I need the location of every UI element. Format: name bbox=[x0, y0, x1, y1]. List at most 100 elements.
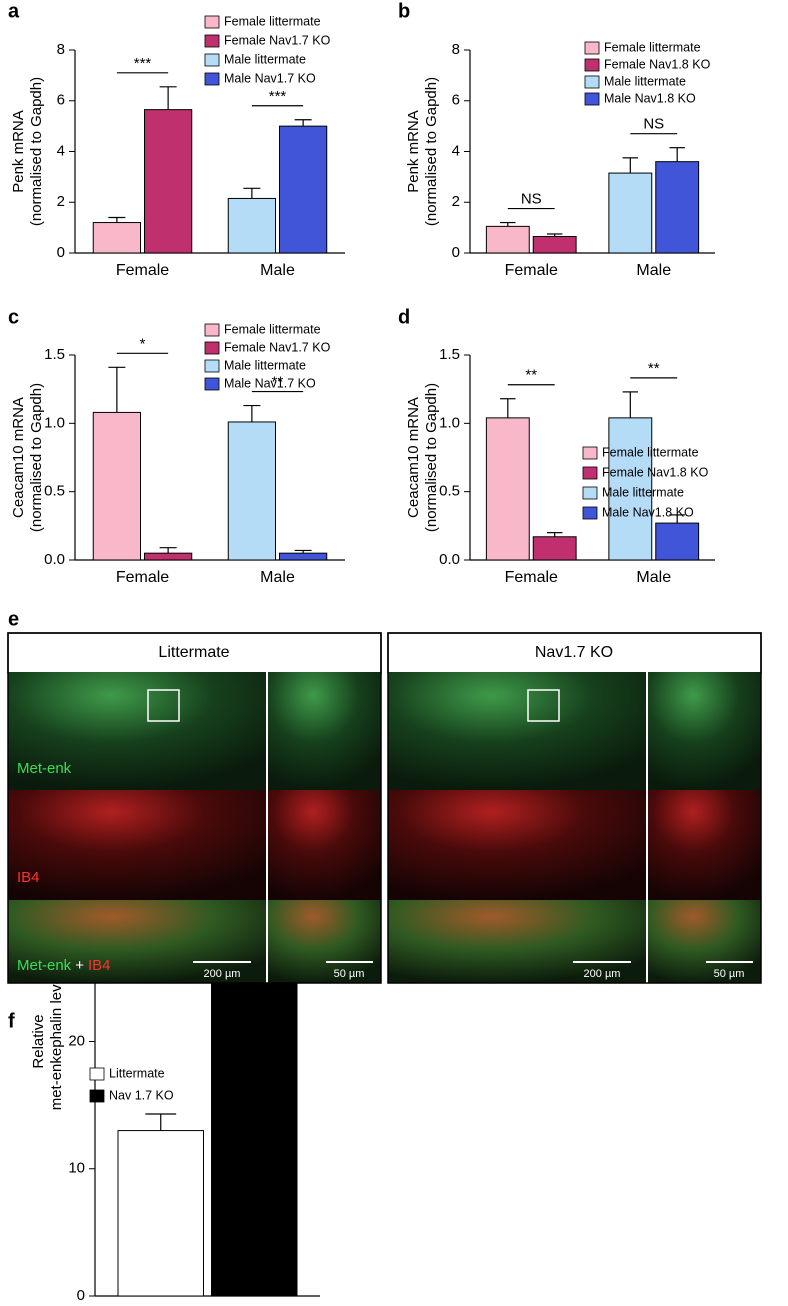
panel-label: b bbox=[398, 0, 410, 22]
legend-swatch bbox=[584, 58, 600, 72]
image-inset bbox=[648, 790, 761, 900]
column-header-box bbox=[7, 632, 382, 674]
y-tick-label: 4 bbox=[57, 142, 65, 159]
column-header: Nav1.7 KO bbox=[535, 644, 613, 661]
legend-swatch bbox=[204, 359, 220, 373]
y-tick-label: 10 bbox=[68, 1160, 85, 1177]
legend-swatch bbox=[584, 92, 600, 106]
legend-label: Male littermate bbox=[224, 358, 306, 372]
x-tick-label: Male bbox=[636, 569, 671, 586]
y-axis-label: met-enkephalin level bbox=[48, 973, 65, 1111]
legend-label: Female littermate bbox=[602, 445, 699, 459]
bar bbox=[279, 125, 328, 254]
significance-label: NS bbox=[643, 116, 664, 133]
merge-label-part: Met-enk bbox=[17, 957, 72, 974]
bar bbox=[532, 536, 577, 561]
y-axis-label: (normalised to Gapdh) bbox=[28, 77, 45, 226]
legend-swatch bbox=[204, 341, 220, 355]
legend-swatch bbox=[204, 377, 220, 391]
y-axis-label: (normalised to Gapdh) bbox=[423, 77, 440, 226]
legend-swatch bbox=[582, 486, 598, 500]
merge-label-part: IB4 bbox=[88, 957, 111, 974]
bar bbox=[117, 1130, 204, 1297]
y-tick-label: 0.5 bbox=[44, 483, 65, 500]
image bbox=[8, 672, 266, 790]
bar bbox=[655, 161, 700, 254]
x-tick-label: Female bbox=[116, 569, 169, 586]
image bbox=[8, 900, 266, 983]
legend-swatch bbox=[204, 323, 220, 337]
legend-label: Female Nav1.8 KO bbox=[602, 465, 709, 479]
y-tick-label: 1.0 bbox=[439, 414, 460, 431]
panel-label: c bbox=[8, 306, 19, 328]
channel-label: IB4 bbox=[17, 869, 40, 886]
legend-label: Male littermate bbox=[602, 485, 684, 499]
y-axis-label: Ceacam10 mRNA bbox=[405, 397, 422, 518]
legend-label: Female Nav1.7 KO bbox=[224, 33, 331, 47]
x-tick-label: Male bbox=[636, 262, 671, 279]
y-tick-label: 0.0 bbox=[439, 551, 460, 568]
panel-label: f bbox=[8, 1010, 15, 1032]
y-tick-label: 0 bbox=[77, 1287, 85, 1304]
significance-label: * bbox=[140, 335, 146, 352]
y-axis-label: (normalised to Gapdh) bbox=[423, 383, 440, 532]
significance-label: ** bbox=[525, 367, 537, 384]
scale-bar-label: 200 µm bbox=[584, 968, 621, 980]
legend-swatch bbox=[584, 41, 600, 55]
bar bbox=[92, 222, 141, 254]
merge-label: Met-enk + IB4 bbox=[17, 957, 110, 974]
bar bbox=[655, 522, 700, 561]
legend-label: Male littermate bbox=[604, 74, 686, 88]
y-tick-label: 8 bbox=[57, 41, 65, 58]
y-tick-label: 0.5 bbox=[439, 483, 460, 500]
x-tick-label: Male bbox=[260, 262, 295, 279]
image bbox=[388, 900, 646, 983]
significance-label: *** bbox=[269, 88, 287, 105]
scale-bar-label: 200 µm bbox=[204, 968, 241, 980]
channel-label: Met-enk bbox=[17, 760, 72, 777]
legend-label: Nav 1.7 KO bbox=[109, 1088, 174, 1102]
bar bbox=[608, 172, 653, 254]
legend-label: Male Nav1.8 KO bbox=[604, 91, 696, 105]
bar bbox=[532, 236, 577, 254]
y-tick-label: 0.0 bbox=[44, 551, 65, 568]
significance-label: NS bbox=[521, 191, 542, 208]
legend-swatch bbox=[204, 72, 220, 86]
image bbox=[388, 790, 646, 900]
legend-label: Female littermate bbox=[224, 322, 321, 336]
y-tick-label: 2 bbox=[57, 193, 65, 210]
x-tick-label: Female bbox=[116, 262, 169, 279]
legend-swatch bbox=[582, 506, 598, 520]
frame bbox=[7, 632, 382, 984]
bar bbox=[144, 552, 193, 561]
legend-label: Female Nav1.8 KO bbox=[604, 57, 711, 71]
legend-label: Male littermate bbox=[224, 52, 306, 66]
x-tick-label: Male bbox=[260, 569, 295, 586]
legend-swatch bbox=[89, 1089, 105, 1103]
bar bbox=[227, 197, 276, 254]
legend-swatch bbox=[204, 15, 220, 29]
x-tick-label: Female bbox=[505, 262, 558, 279]
y-tick-label: 6 bbox=[57, 92, 65, 109]
merge-label-part: + bbox=[75, 957, 84, 974]
y-tick-label: 1.5 bbox=[44, 346, 65, 363]
y-tick-label: 0 bbox=[452, 244, 460, 261]
column-header: Littermate bbox=[158, 644, 229, 661]
bar bbox=[144, 109, 193, 254]
panel-label: a bbox=[8, 0, 20, 22]
y-axis-label: Relative bbox=[30, 1014, 47, 1068]
bar bbox=[211, 949, 298, 1297]
legend-label: Female littermate bbox=[224, 14, 321, 28]
bar bbox=[485, 417, 530, 561]
significance-label: ** bbox=[272, 374, 284, 391]
y-axis-label: Penk mRNA bbox=[405, 110, 422, 193]
legend-swatch bbox=[582, 466, 598, 480]
image-inset bbox=[648, 900, 761, 983]
roi-box bbox=[527, 689, 560, 722]
y-tick-label: 1.5 bbox=[439, 346, 460, 363]
y-tick-label: 1.0 bbox=[44, 414, 65, 431]
image-inset bbox=[268, 790, 381, 900]
image-inset bbox=[648, 672, 761, 790]
